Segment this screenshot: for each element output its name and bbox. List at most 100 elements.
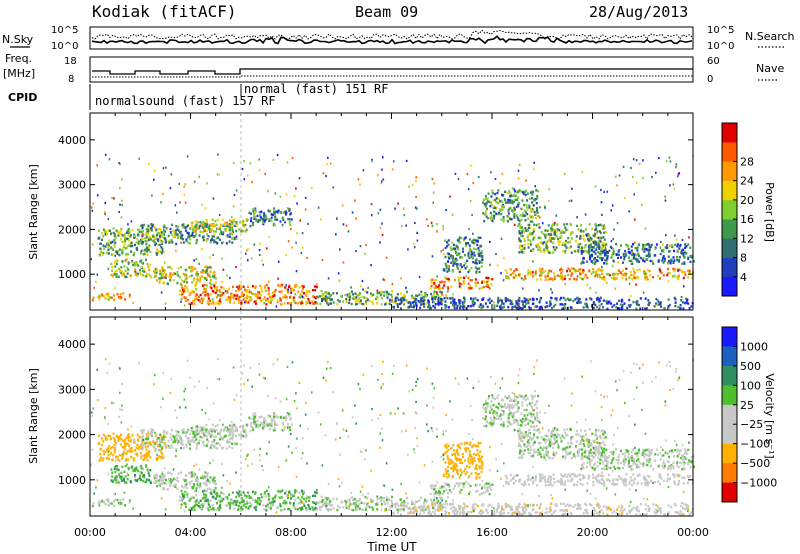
heatmap-speckle: [669, 160, 672, 163]
heatmap-cell: [592, 302, 595, 306]
heatmap-cell: [115, 456, 118, 459]
freq-tick-top: 18: [64, 56, 77, 67]
heatmap-cell: [552, 272, 555, 275]
heatmap-cell: [456, 265, 459, 268]
heatmap-speckle: [497, 299, 499, 302]
heatmap-cell: [226, 496, 229, 499]
heatmap-speckle: [652, 276, 654, 279]
heatmap-cell: [189, 497, 192, 501]
heatmap-cell: [222, 436, 225, 439]
heatmap-speckle: [354, 199, 356, 202]
heatmap-cell: [521, 212, 524, 215]
heatmap-cell: [250, 290, 253, 294]
heatmap-cell: [523, 209, 526, 212]
heatmap-cell: [600, 303, 603, 306]
heatmap-cell: [98, 229, 101, 232]
heatmap-cell: [561, 303, 564, 306]
heatmap-cell: [467, 305, 470, 308]
heatmap-cell: [273, 207, 276, 210]
heatmap-cell: [173, 436, 176, 439]
heatmap-cell: [113, 238, 116, 242]
heatmap-cell: [596, 255, 599, 258]
heatmap-cell: [513, 269, 516, 273]
heatmap-cell: [125, 231, 128, 234]
heatmap-cell: [549, 277, 552, 280]
heatmap-cell: [493, 307, 496, 310]
heatmap-cell: [657, 259, 660, 262]
heatmap-cell: [191, 474, 194, 478]
heatmap-cell: [476, 243, 479, 247]
heatmap-cell: [447, 260, 449, 263]
heatmap-cell: [190, 480, 193, 483]
heatmap-cell: [540, 296, 542, 300]
heatmap-cell: [288, 491, 290, 494]
heatmap-cell: [219, 297, 222, 300]
heatmap-cell: [376, 292, 379, 295]
heatmap-cell: [172, 484, 175, 488]
heatmap-cell: [120, 232, 123, 236]
heatmap-cell: [127, 466, 130, 470]
heatmap-cell: [107, 294, 110, 298]
heatmap-cell: [623, 258, 626, 261]
heatmap-speckle: [495, 252, 497, 256]
heatmap-cell: [372, 499, 375, 502]
heatmap-speckle: [584, 213, 587, 216]
heatmap-cell: [454, 249, 457, 252]
heatmap-cell: [411, 501, 414, 505]
heatmap-cell: [452, 302, 455, 305]
heatmap-cell: [175, 225, 178, 228]
heatmap-cell: [511, 302, 514, 306]
heatmap-cell: [130, 439, 132, 442]
heatmap-cell: [427, 305, 430, 309]
heatmap-cell: [146, 246, 149, 249]
heatmap-cell: [132, 263, 135, 267]
heatmap-cell: [218, 505, 221, 508]
heatmap-cell: [566, 297, 569, 300]
heatmap-cell: [119, 498, 122, 502]
heatmap-speckle: [341, 204, 344, 207]
heatmap-cell: [146, 468, 149, 471]
heatmap-speckle: [262, 263, 264, 266]
heatmap-speckle: [262, 217, 265, 221]
heatmap-cell: [130, 466, 133, 469]
heatmap-cell: [107, 504, 110, 507]
heatmap-cell: [552, 223, 555, 226]
heatmap-cell: [226, 504, 229, 507]
heatmap-cell: [98, 459, 101, 462]
heatmap-cell: [155, 477, 158, 480]
heatmap-cell: [226, 291, 229, 295]
heatmap-cell: [138, 436, 141, 439]
heatmap-cell: [385, 496, 388, 499]
heatmap-cell: [182, 428, 185, 431]
heatmap-cell: [298, 507, 301, 510]
heatmap-cell: [647, 303, 650, 307]
heatmap-cell: [298, 491, 301, 495]
heatmap-cell: [100, 443, 103, 447]
heatmap-cell: [621, 276, 624, 279]
heatmap-cell: [485, 202, 488, 205]
heatmap-cell: [204, 483, 207, 486]
heatmap-cell: [665, 246, 668, 250]
heatmap-cell: [274, 494, 277, 498]
heatmap-cell: [229, 434, 231, 437]
heatmap-cell: [464, 244, 467, 248]
heatmap-speckle: [595, 291, 597, 294]
heatmap-cell: [201, 299, 204, 302]
heatmap-cell: [445, 265, 448, 268]
heatmap-cell: [524, 298, 527, 301]
heatmap-cell: [160, 274, 163, 277]
heatmap-cell: [183, 502, 186, 505]
heatmap-cell: [643, 271, 646, 274]
heatmap-cell: [657, 303, 660, 306]
heatmap-cell: [185, 505, 187, 508]
heatmap-cell: [370, 500, 373, 503]
heatmap-cell: [562, 242, 565, 245]
heatmap-cell: [529, 240, 532, 243]
heatmap-cell: [380, 499, 383, 502]
heatmap-cell: [208, 265, 211, 269]
heatmap-cell: [303, 504, 306, 507]
heatmap-cell: [107, 292, 110, 295]
heatmap-cell: [207, 297, 210, 300]
heatmap-cell: [498, 305, 501, 308]
heatmap-speckle: [122, 247, 124, 250]
